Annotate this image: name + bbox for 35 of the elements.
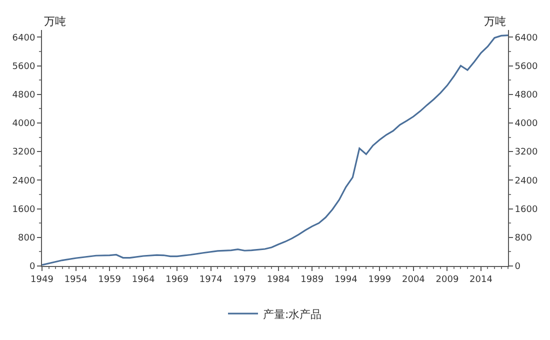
y-tick-label: 2400 bbox=[12, 176, 36, 186]
y2-tick-label: 4800 bbox=[514, 90, 538, 101]
x-tick-label: 1969 bbox=[166, 274, 189, 285]
y-axis-title: 万吨 bbox=[44, 15, 66, 28]
y-tick-label: 0 bbox=[29, 262, 36, 272]
x-tick-label: 2004 bbox=[402, 274, 426, 285]
y2-tick-label: 4000 bbox=[514, 119, 538, 130]
y-tick-label: 5600 bbox=[12, 62, 36, 72]
y2-tick-label: 0 bbox=[514, 262, 521, 272]
y2-tick-label: 1600 bbox=[514, 204, 538, 215]
x-tick-label: 1959 bbox=[98, 274, 122, 285]
y-tick-label: 6400 bbox=[12, 33, 36, 44]
y2-tick-label: 2400 bbox=[514, 176, 538, 186]
x-tick-label: 1954 bbox=[64, 274, 88, 285]
x-tick-label: 1949 bbox=[30, 274, 54, 285]
y-tick-label: 3200 bbox=[12, 148, 36, 158]
legend-label: 产量:水产品 bbox=[263, 308, 322, 321]
y2-tick-label: 3200 bbox=[514, 148, 538, 158]
y-tick-label: 800 bbox=[18, 234, 36, 244]
y2-tick-label: 5600 bbox=[514, 62, 538, 72]
x-tick-label: 1979 bbox=[233, 274, 256, 285]
y-tick-label: 4000 bbox=[12, 119, 36, 130]
y-tick-label: 1600 bbox=[12, 204, 36, 215]
x-tick-label: 1984 bbox=[266, 274, 290, 285]
x-tick-label: 1994 bbox=[334, 274, 358, 285]
y2-axis-title: 万吨 bbox=[484, 15, 506, 28]
y-tick-label: 4800 bbox=[12, 90, 36, 101]
y2-tick-label: 6400 bbox=[514, 33, 538, 44]
x-tick-label: 1974 bbox=[199, 274, 223, 285]
x-tick-label: 2009 bbox=[436, 274, 459, 285]
x-tick-label: 1999 bbox=[368, 274, 392, 285]
x-tick-label: 1964 bbox=[132, 274, 156, 285]
y2-tick-label: 800 bbox=[514, 234, 532, 244]
x-tick-label: 1989 bbox=[300, 274, 324, 285]
x-tick-label: 2014 bbox=[470, 274, 493, 285]
